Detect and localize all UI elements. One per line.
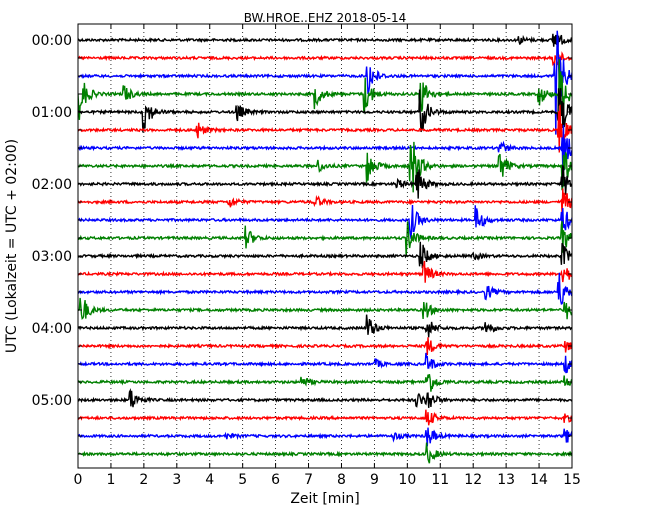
y-tick-label: 03:00	[32, 249, 72, 265]
y-tick-label: 05:00	[32, 393, 72, 409]
x-tick-label: 9	[370, 472, 379, 488]
x-tick-label: 14	[530, 472, 548, 488]
x-tick-label: 10	[398, 472, 416, 488]
seismic-trace-0115	[78, 104, 572, 153]
seismic-trace-0045	[78, 58, 572, 120]
x-axis-label: Zeit [min]	[290, 491, 359, 507]
seismic-trace-0515	[78, 409, 572, 426]
seismic-trace-0030	[78, 30, 572, 135]
seismic-trace-0445	[78, 373, 572, 392]
x-tick-label: 12	[464, 472, 482, 488]
seismic-trace-0415	[78, 337, 572, 356]
seismic-trace-0145	[78, 141, 572, 193]
seismic-trace-0330	[78, 272, 572, 305]
seismic-trace-0230	[78, 204, 572, 240]
seismic-trace-0215	[78, 188, 572, 214]
seismic-trace-0000	[78, 33, 572, 48]
seismic-trace-0245	[78, 221, 572, 257]
y-axis-label: UTC (Lokalzeit = UTC + 02:00)	[4, 139, 20, 353]
seismic-trace-0315	[78, 260, 572, 283]
seismic-trace-0300	[78, 241, 572, 269]
ticks-layer: 0 1 2 3 4 5 6 7 8 9 10 11 12 13 14 1500:0001:0002:0003:…	[32, 24, 581, 488]
seismic-trace-0500	[78, 388, 572, 408]
seismic-trace-0345	[78, 297, 572, 320]
y-tick-label: 00:00	[32, 33, 72, 49]
x-tick-label: 11	[431, 472, 449, 488]
x-tick-label: 15	[563, 472, 581, 488]
seismic-trace-0015	[78, 51, 572, 69]
seismic-trace-0200	[78, 165, 572, 199]
x-tick-label: 2	[139, 472, 148, 488]
traces-layer	[78, 30, 572, 464]
seismic-trace-0545	[78, 442, 572, 464]
x-tick-label: 7	[304, 472, 313, 488]
x-tick-label: 8	[337, 472, 346, 488]
y-tick-label: 02:00	[32, 177, 72, 193]
y-tick-label: 04:00	[32, 321, 72, 337]
x-tick-label: 1	[106, 472, 115, 488]
x-tick-label: 6	[271, 472, 280, 488]
seismic-trace-0100	[78, 88, 572, 133]
plot-frame	[77, 23, 573, 469]
x-tick-label: 4	[205, 472, 214, 488]
x-tick-label: 3	[172, 472, 181, 488]
seismic-trace-0130	[78, 124, 572, 171]
x-tick-label: 0	[74, 472, 83, 488]
seismic-trace-0400	[78, 314, 572, 338]
x-tick-label: 13	[497, 472, 515, 488]
y-tick-label: 01:00	[32, 105, 72, 121]
x-tick-label: 5	[238, 472, 247, 488]
chart-title: BW.HROE..EHZ 2018-05-14	[244, 11, 407, 25]
seismic-trace-0530	[78, 427, 572, 447]
seismic-trace-0430	[78, 352, 572, 374]
